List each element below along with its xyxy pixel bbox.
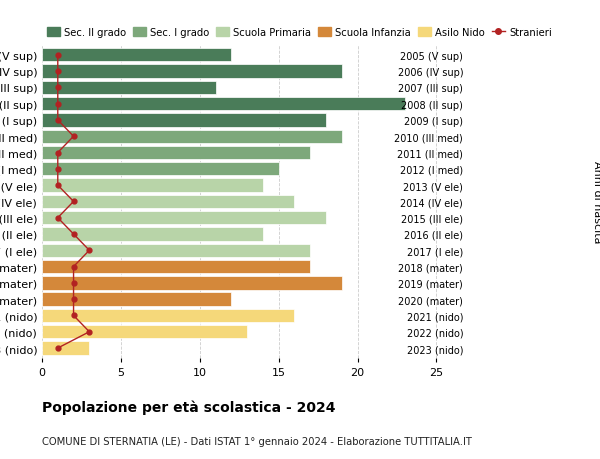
Text: Anni di nascita: Anni di nascita — [592, 161, 600, 243]
Bar — [42, 179, 263, 192]
Bar — [42, 82, 215, 95]
Bar — [42, 260, 310, 274]
Bar — [42, 195, 295, 209]
Bar — [42, 130, 342, 144]
Bar — [42, 244, 310, 257]
Bar — [42, 146, 310, 160]
Bar — [42, 98, 405, 111]
Bar — [42, 309, 295, 322]
Bar — [42, 325, 247, 339]
Bar — [42, 212, 326, 225]
Legend: Sec. II grado, Sec. I grado, Scuola Primaria, Scuola Infanzia, Asilo Nido, Stran: Sec. II grado, Sec. I grado, Scuola Prim… — [47, 28, 551, 38]
Text: COMUNE DI STERNATIA (LE) - Dati ISTAT 1° gennaio 2024 - Elaborazione TUTTITALIA.: COMUNE DI STERNATIA (LE) - Dati ISTAT 1°… — [42, 436, 472, 446]
Bar — [42, 114, 326, 127]
Bar — [42, 277, 342, 290]
Bar — [42, 228, 263, 241]
Text: Popolazione per età scolastica - 2024: Popolazione per età scolastica - 2024 — [42, 399, 335, 414]
Bar — [42, 65, 342, 78]
Bar — [42, 49, 232, 62]
Bar — [42, 163, 278, 176]
Bar — [42, 341, 89, 355]
Bar — [42, 293, 232, 306]
